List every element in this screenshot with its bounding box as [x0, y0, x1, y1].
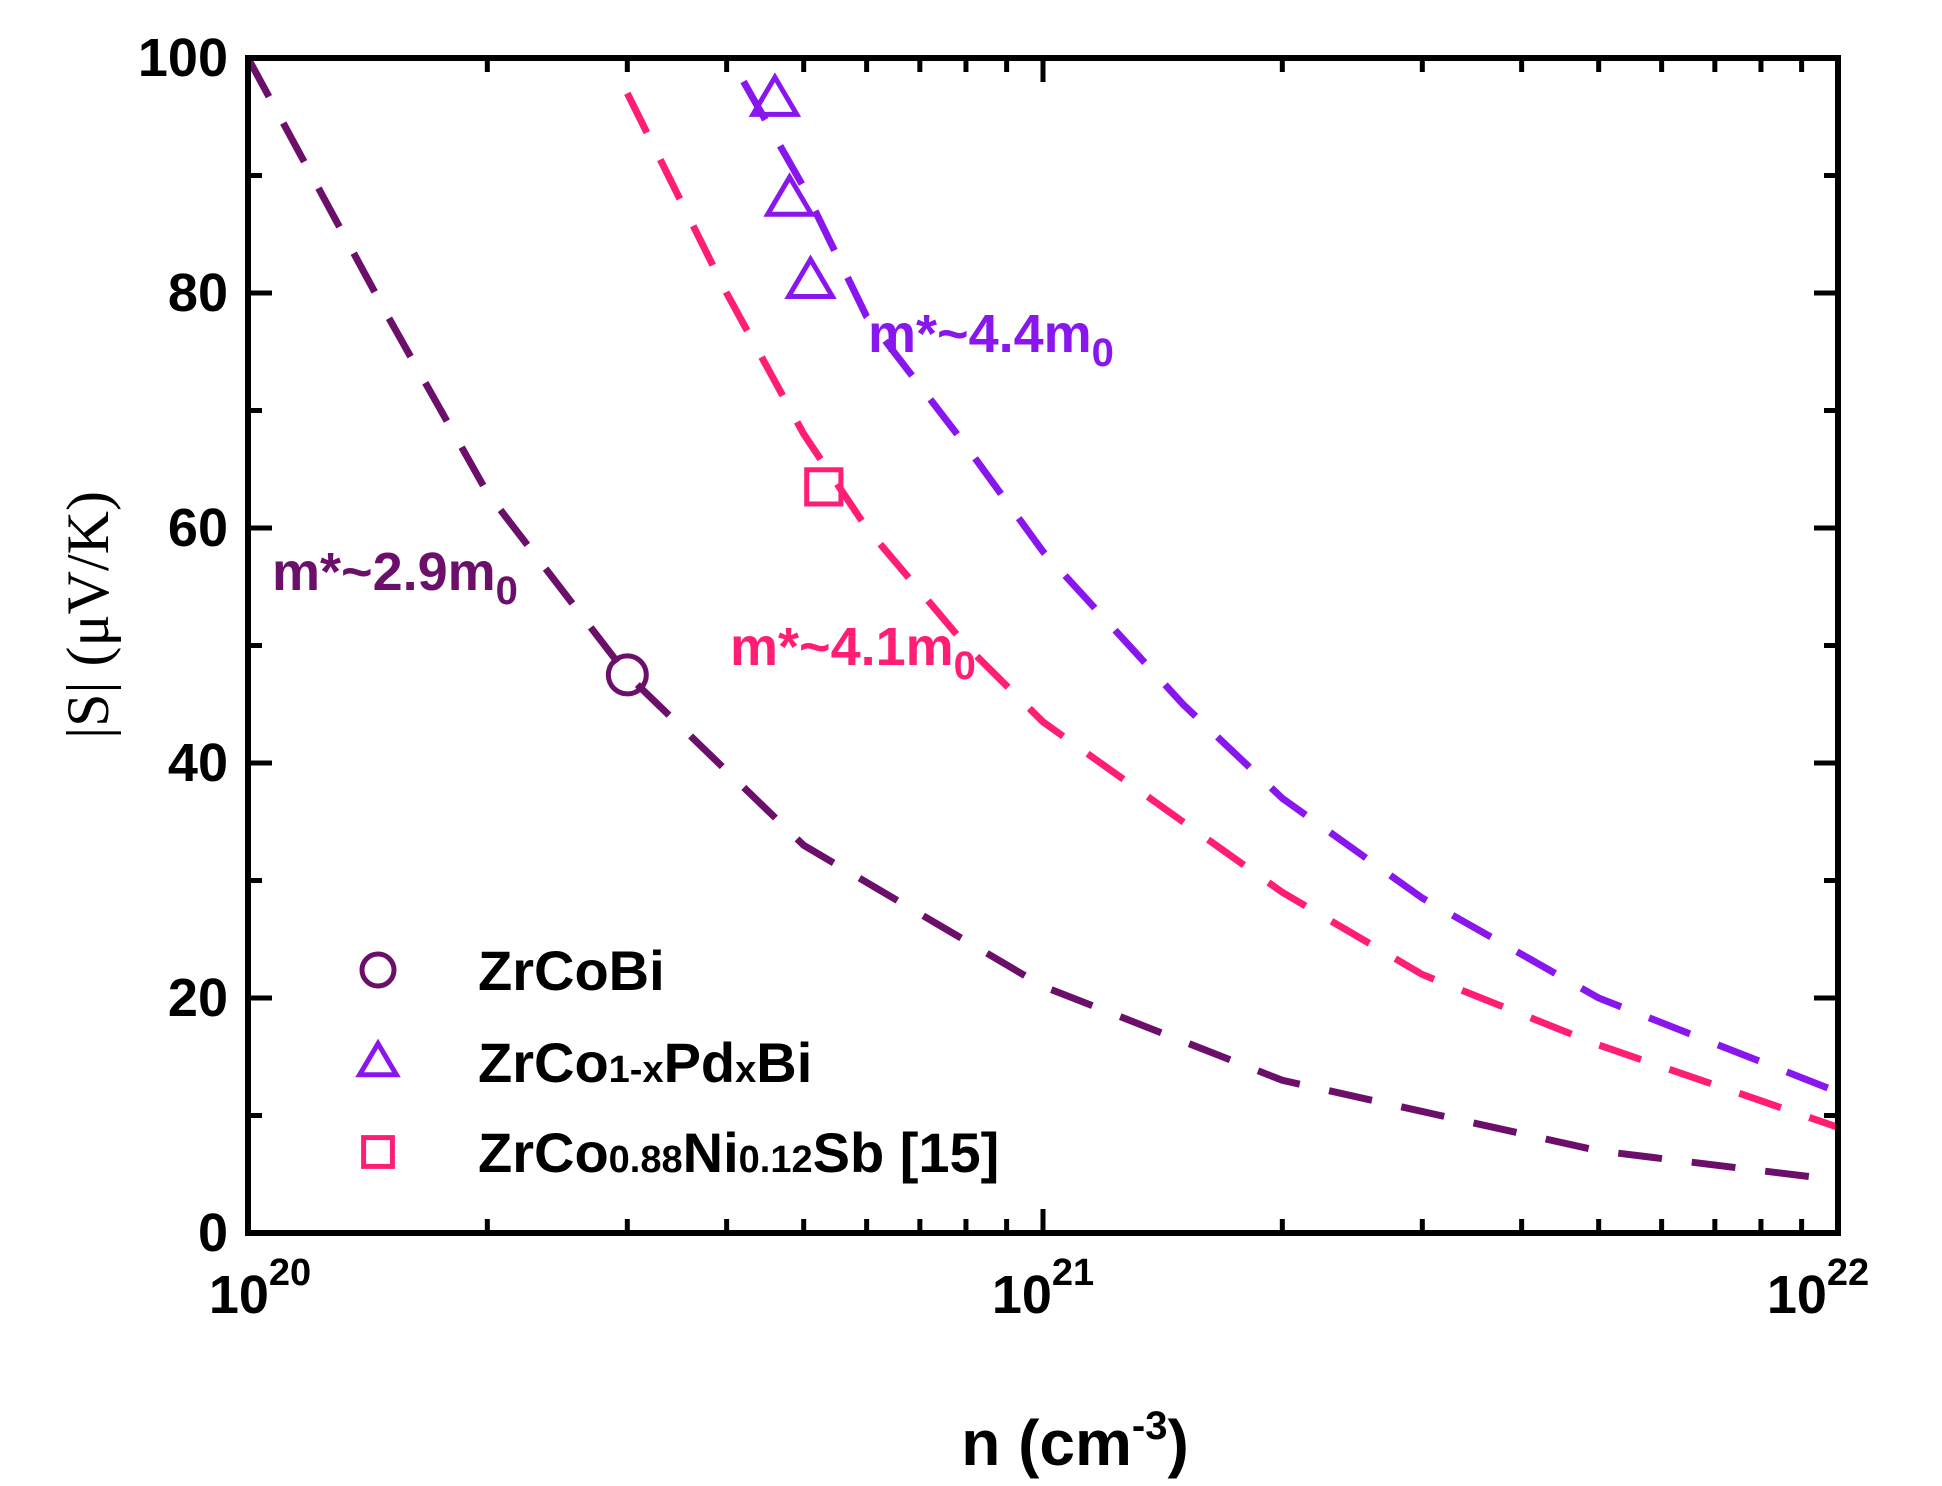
annotation-sub: 0	[1092, 331, 1114, 375]
x-tick-label-base: 10	[209, 1265, 269, 1325]
y-tick-label: 60	[168, 498, 228, 558]
annotation-sub: 0	[954, 644, 976, 688]
legend-label-part: ZrCo	[478, 1121, 609, 1184]
x-tick-label-exponent: 20	[269, 1252, 311, 1294]
annotation-zrcobi: m*~2.9m0	[272, 542, 518, 613]
axis-ticks	[245, 55, 1841, 1236]
x-axis-title-sup: -3	[1132, 1404, 1168, 1448]
fit-curve-zrco0-88ni0-12sb-15	[624, 91, 1840, 1131]
marker-zrco1-xpdxbi	[748, 72, 802, 117]
annotation-zrco1-xpdxbi: m*~4.4m0	[868, 304, 1114, 375]
x-tick-label: 1022	[1767, 1252, 1869, 1325]
legend-label-subscript: 0.12	[739, 1139, 813, 1181]
x-axis-title-tail: )	[1167, 1407, 1188, 1479]
x-tick-label: 1020	[209, 1252, 311, 1325]
legend-marker-zrco1-xpdxbi	[355, 1038, 401, 1078]
legend-marker-zrcobi	[359, 951, 397, 989]
legend-label-part: Pd	[664, 1031, 736, 1094]
fit-curve-zrco1-xpdxbi	[740, 79, 1840, 1096]
y-tick-label: 0	[198, 1203, 228, 1263]
fit-curves	[244, 56, 1840, 1184]
data-markers	[605, 72, 844, 697]
legend-label-part: Ni	[683, 1121, 739, 1184]
fit-curve-zrcobi	[244, 56, 1839, 1184]
marker-zrco1-xpdxbi	[784, 254, 837, 299]
legend-label-part: ZrCo	[478, 1031, 609, 1094]
legend-label-zrco0-88ni0-12sb-15: ZrCo0.88Ni0.12Sb [15]	[478, 1121, 999, 1184]
annotation-main: m*~2.9m	[272, 542, 496, 602]
legend-marker-zrco0-88ni0-12sb-15	[361, 1135, 395, 1169]
y-axis-title: |S| (μV/K)	[55, 491, 121, 739]
marker-zrco0-88ni0-12sb-15	[804, 467, 844, 507]
y-tick-labels: 0 20 40 60 80 100	[138, 28, 228, 1263]
legend-label-part: ZrCoBi	[478, 939, 665, 1002]
annotation-zrco0-88ni0-12sb-15: m*~4.1m0	[730, 617, 976, 688]
marker-zrcobi	[605, 653, 649, 697]
y-tick-label: 100	[138, 28, 228, 88]
legend-label-part: Sb [15]	[813, 1121, 1000, 1184]
y-tick-label: 40	[168, 733, 228, 793]
legend-label-subscript: 1-x	[609, 1049, 664, 1091]
legend-label-part: Bi	[756, 1031, 812, 1094]
annotation-main: m*~4.1m	[730, 617, 954, 677]
x-tick-labels: 1020 1021 1022	[209, 1252, 1869, 1325]
legend-label-zrcobi: ZrCoBi	[478, 939, 665, 1002]
x-axis-title-base: n (cm	[961, 1407, 1132, 1479]
legend-label-subscript: x	[735, 1049, 756, 1091]
x-tick-label-exponent: 21	[1052, 1252, 1094, 1294]
x-tick-label-base: 10	[1767, 1265, 1827, 1325]
x-tick-label-base: 10	[992, 1265, 1052, 1325]
marker-zrco1-xpdxbi	[763, 172, 816, 217]
annotation-main: m*~4.4m	[868, 304, 1092, 364]
y-tick-label: 20	[168, 968, 228, 1028]
x-axis-title: n (cm-3)	[961, 1404, 1189, 1479]
x-tick-label: 1021	[992, 1252, 1094, 1325]
x-tick-label-exponent: 22	[1827, 1252, 1869, 1294]
legend-label-zrco1-xpdxbi: ZrCo1-xPdxBi	[478, 1031, 812, 1094]
y-tick-label: 80	[168, 263, 228, 323]
legend-label-subscript: 0.88	[609, 1139, 683, 1181]
annotation-sub: 0	[496, 569, 518, 613]
